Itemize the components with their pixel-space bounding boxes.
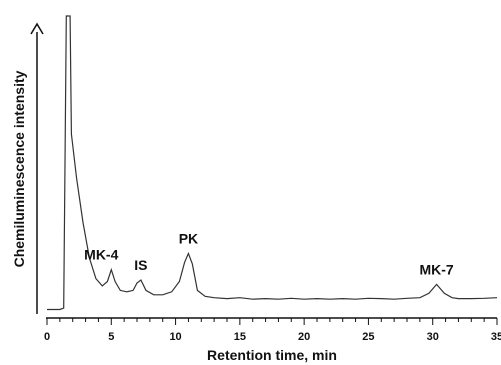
x-tick-labels: 0 5 10 15 20 25 30 35 (44, 331, 501, 343)
x-tick-label: 25 (362, 331, 374, 343)
y-axis-title: Chemiluminescence intensity (11, 70, 27, 267)
axes (30, 22, 497, 319)
x-tick-label: 30 (427, 331, 439, 343)
peak-labels: MK-4 IS PK MK-7 (84, 230, 454, 277)
x-tick-label: 35 (491, 331, 501, 343)
chromatogram-trace (47, 15, 498, 311)
peak-label: MK-7 (419, 261, 453, 277)
x-tick-label: 15 (234, 331, 246, 343)
peak-label: IS (134, 257, 147, 273)
x-tick-label: 0 (44, 331, 50, 343)
x-tick-label: 5 (108, 331, 114, 343)
x-tick-label: 20 (298, 331, 310, 343)
peak-label: PK (179, 230, 198, 246)
x-tick-label: 10 (169, 331, 181, 343)
y-axis-arrow (30, 22, 44, 35)
peak-label: MK-4 (84, 247, 118, 263)
x-axis-title: Retention time, min (207, 347, 337, 363)
x-ticks (46, 318, 498, 325)
